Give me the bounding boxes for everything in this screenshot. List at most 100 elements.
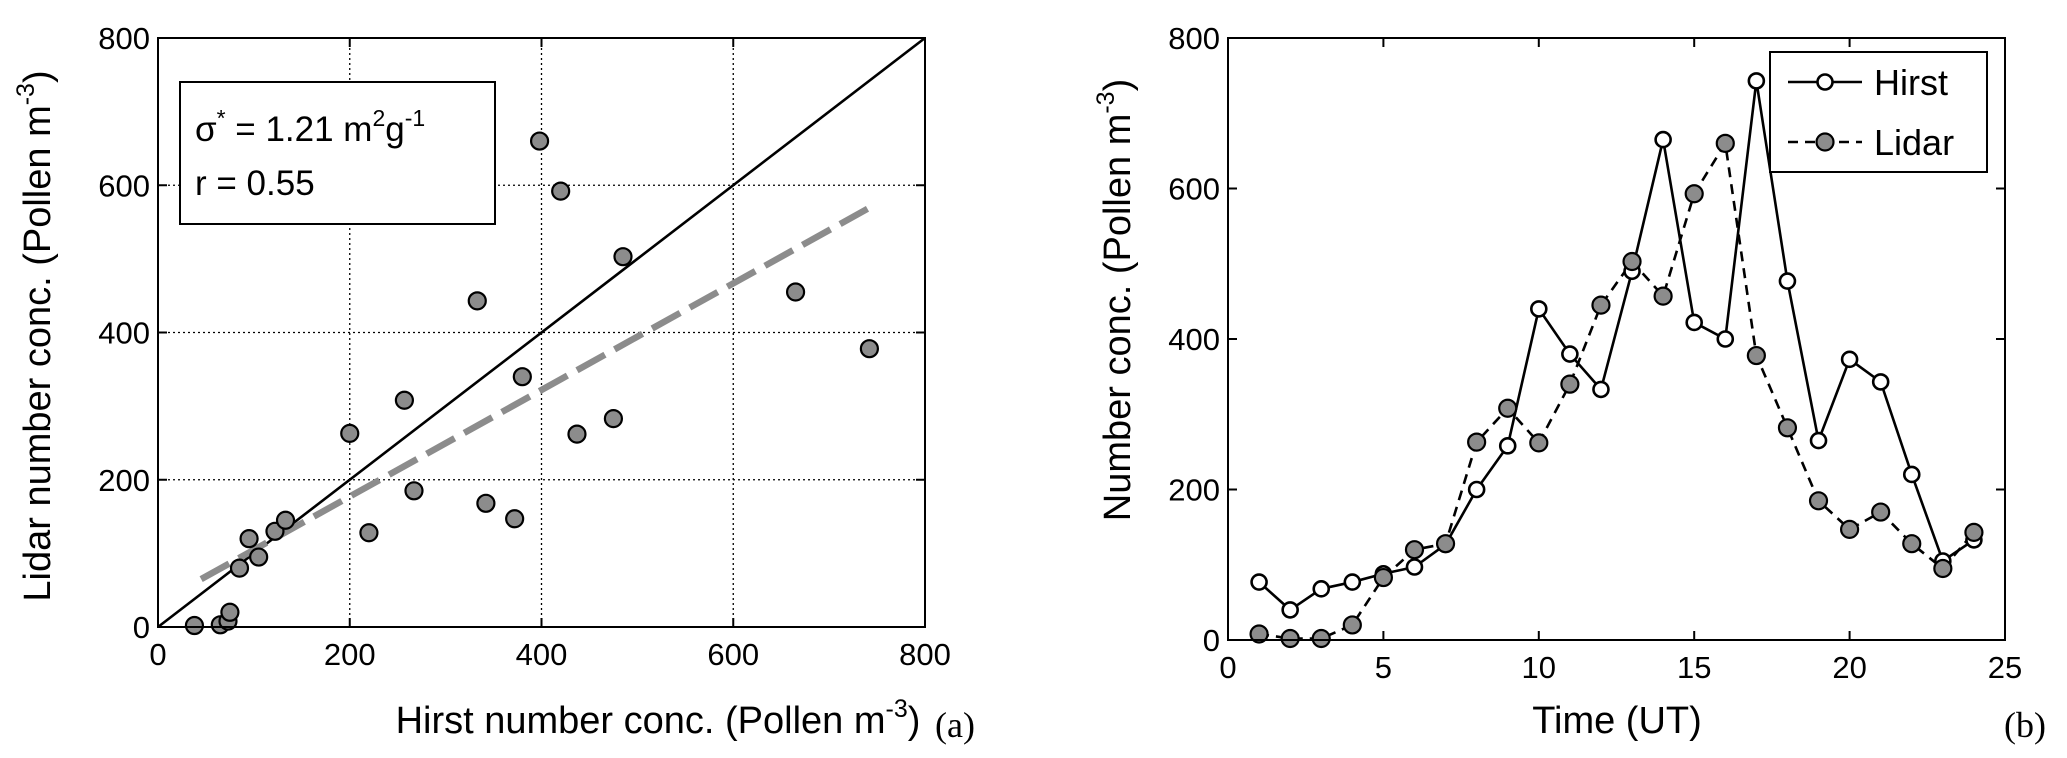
a-annotation-frame <box>179 81 496 225</box>
a-points <box>184 131 879 636</box>
b-marker-hirst <box>1561 345 1579 363</box>
b-legend-frame <box>1769 51 1988 173</box>
a-ylabel-end: ) <box>17 70 59 83</box>
panel-b: 0 5 10 15 20 25 0 200 400 600 800 Hirst Lidar Time… <box>1092 21 2046 745</box>
a-xtick-label: 0 <box>149 637 166 672</box>
a-scatter-point <box>239 529 259 549</box>
a-ticks: 0 200 400 600 800 0 200 400 600 800 <box>98 21 951 672</box>
b-marker-lidar <box>1808 491 1829 511</box>
b-marker-hirst <box>1685 313 1703 332</box>
b-marker-lidar <box>1871 502 1891 522</box>
a-scatter-point <box>184 615 205 636</box>
a-ytick-label: 200 <box>98 463 150 498</box>
b-legend: Hirst Lidar <box>1769 51 1988 173</box>
a-ytick-label: 600 <box>98 168 150 203</box>
a-annotation-line2: r = 0.55 <box>195 164 315 203</box>
a-scatter-point <box>404 481 424 501</box>
b-marker-hirst <box>1281 601 1299 619</box>
b-ytick-label: 600 <box>1168 172 1220 207</box>
a-xlabel: Hirst number conc. (Pollen m-3) <box>396 695 921 742</box>
b-xtick-label: 15 <box>1677 650 1711 685</box>
a-scatter-point <box>394 390 414 410</box>
a-annotation-g: g <box>385 110 404 149</box>
b-xtick-label: 0 <box>1219 650 1236 685</box>
a-xtick-label: 200 <box>324 637 376 672</box>
b-series-markers <box>1249 72 1984 649</box>
a-annotation-sigma: σ <box>195 110 217 149</box>
b-marker-hirst <box>1809 431 1828 450</box>
a-scatter-point <box>859 339 879 359</box>
b-marker-lidar <box>1467 432 1487 452</box>
b-marker-hirst <box>1530 300 1548 318</box>
b-marker-hirst <box>1592 380 1610 399</box>
b-marker-hirst <box>1654 130 1672 149</box>
a-annotation-supm1: -1 <box>405 105 425 131</box>
a-annotation-box: σ* = 1.21 m2g-1 r = 0.55 <box>179 81 496 225</box>
a-scatter-point <box>567 424 587 444</box>
a-scatter-point <box>512 367 532 387</box>
b-legend-lidar-marker <box>1815 132 1835 152</box>
a-scatter-point <box>340 423 360 443</box>
b-marker-lidar <box>1435 534 1456 554</box>
b-ylabel: Number conc. (Pollen m-3) <box>1092 79 1139 521</box>
b-marker-lidar <box>1373 567 1394 588</box>
a-ylabel-text: Lidar number conc. (Pollen m <box>17 105 59 601</box>
a-scatter-point <box>785 282 806 302</box>
b-marker-lidar <box>1933 558 1953 579</box>
a-annotation-star: * <box>217 105 226 131</box>
a-fit-line <box>199 205 870 582</box>
b-line-lidar <box>1258 142 1975 640</box>
a-scatter-point <box>551 181 571 201</box>
a-xtick-label: 600 <box>707 637 759 672</box>
b-marker-lidar <box>1964 522 1984 542</box>
a-xtick-label: 800 <box>899 637 951 672</box>
b-marker-hirst <box>1840 350 1859 369</box>
b-marker-lidar <box>1404 540 1425 560</box>
b-marker-lidar <box>1249 624 1269 644</box>
b-ylabel-sup: -3 <box>1092 91 1120 113</box>
panel-a: 0 200 400 600 800 0 200 400 600 800 σ* = 1.21 m2g… <box>12 21 975 745</box>
b-marker-lidar <box>1280 628 1300 649</box>
b-legend-hirst-label: Hirst <box>1874 62 1948 103</box>
b-marker-lidar <box>1342 615 1362 635</box>
b-marker-lidar <box>1529 433 1549 453</box>
b-marker-lidar <box>1591 295 1611 315</box>
a-scatter-point <box>529 131 550 151</box>
a-ylabel-sup: -3 <box>12 83 40 105</box>
a-scatter-point <box>249 547 269 567</box>
a-annotation-sup2: 2 <box>372 105 385 131</box>
b-marker-hirst <box>1498 437 1517 455</box>
b-xtick-label: 20 <box>1832 650 1866 685</box>
b-ytick-label: 800 <box>1168 21 1220 56</box>
b-ylabel-end: ) <box>1097 79 1139 92</box>
b-marker-hirst <box>1902 465 1921 484</box>
b-ylabel-text: Number conc. (Pollen m <box>1097 114 1139 522</box>
b-xlabel: Time (UT) <box>1532 700 1702 742</box>
a-ytick-label: 400 <box>98 316 150 351</box>
a-scatter-point <box>467 291 487 311</box>
a-scatter-point <box>613 247 633 267</box>
a-xlabel-text: Hirst number conc. (Pollen m <box>396 700 886 742</box>
a-scatter-point <box>505 509 525 529</box>
b-marker-lidar <box>1777 418 1798 438</box>
a-annotation-line1: σ* = 1.21 m2g-1 <box>195 105 425 149</box>
b-marker-hirst <box>1871 373 1890 391</box>
b-ytick-label: 200 <box>1168 473 1220 508</box>
b-legend-lidar-label: Lidar <box>1874 122 1954 163</box>
a-xlabel-end: ) <box>908 700 921 742</box>
a-scatter-point <box>476 493 496 513</box>
b-ticks: 0 5 10 15 20 25 0 200 400 600 800 <box>1168 21 2022 685</box>
b-xtick-label: 25 <box>1988 650 2022 685</box>
a-xlabel-sup: -3 <box>886 695 908 723</box>
b-marker-hirst <box>1467 480 1486 499</box>
b-marker-hirst <box>1716 330 1735 348</box>
a-scatter-point <box>359 523 379 543</box>
b-marker-lidar <box>1746 345 1766 366</box>
b-marker-hirst <box>1778 272 1797 290</box>
a-ylabel: Lidar number conc. (Pollen m-3) <box>12 70 59 601</box>
b-marker-hirst <box>1747 72 1766 90</box>
b-marker-lidar <box>1684 184 1704 204</box>
b-marker-lidar <box>1653 286 1673 306</box>
a-annotation-value: = 1.21 m <box>226 110 373 149</box>
